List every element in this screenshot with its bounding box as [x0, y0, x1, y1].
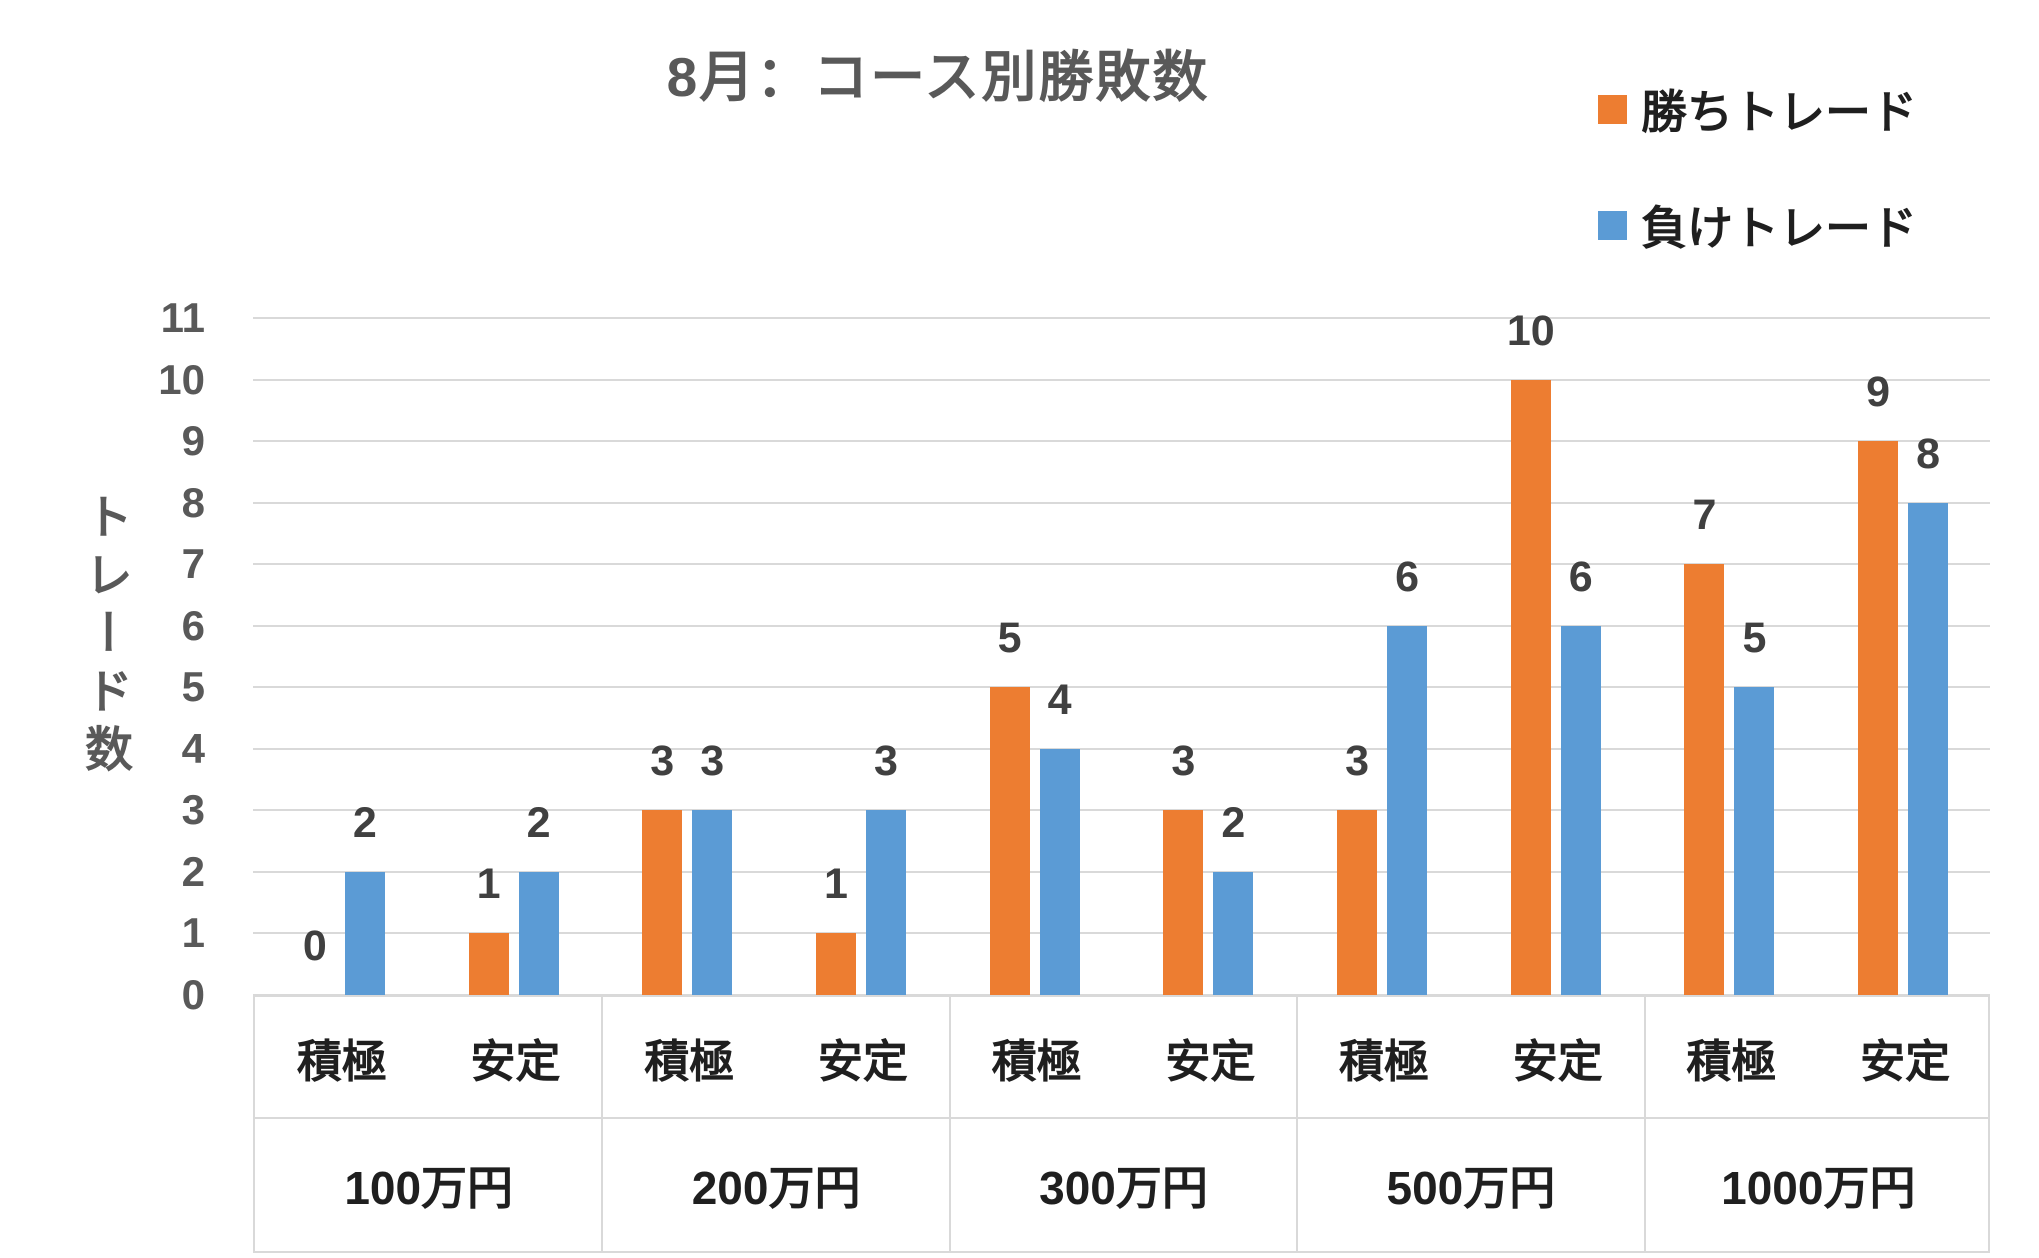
subcategory-label: 積極	[1339, 1035, 1430, 1087]
category-divider	[1296, 997, 1299, 1251]
y-tick-label: 10	[158, 355, 205, 403]
legend-label-lose: 負けトレード	[1641, 202, 1917, 254]
category-divider	[948, 997, 951, 1251]
data-label: 8	[1916, 429, 1941, 478]
x-axis-group-row: 100万円 200万円 300万円 500万円 1000万円	[255, 1119, 1988, 1251]
data-label: 3	[873, 737, 898, 786]
win-bar-1000万円-安定[interactable]	[1858, 441, 1899, 995]
data-label: 6	[1568, 552, 1593, 601]
category-divider	[1643, 997, 1646, 1251]
subcategory-label: 積極	[991, 1035, 1082, 1087]
gridline	[253, 870, 1990, 873]
data-label: 3	[1171, 737, 1196, 786]
data-label: 3	[700, 737, 725, 786]
lose-bar-500万円-積極[interactable]	[1387, 625, 1428, 995]
plot-area: 0 2 1 2 3 3 1 3 5 4 3 2 3 6 10 6 7 5 9 8	[253, 308, 1990, 996]
gridline	[253, 686, 1990, 689]
gridline	[253, 501, 1990, 504]
y-tick-label: 4	[181, 724, 205, 772]
chart-title[interactable]: 8月：コース別勝敗数	[666, 46, 1210, 108]
lose-bar-200万円-安定[interactable]	[865, 810, 906, 995]
lose-bar-200万円-積極[interactable]	[692, 810, 733, 995]
win-bar-500万円-安定[interactable]	[1510, 379, 1551, 995]
win-bar-200万円-積極[interactable]	[642, 810, 683, 995]
subcategory-label: 安定	[1860, 1035, 1951, 1087]
legend-item-lose[interactable]: 負けトレード	[1598, 192, 1917, 258]
data-label: 2	[526, 798, 551, 847]
subcategory-label: 安定	[470, 1035, 561, 1087]
subcategory-label: 安定	[1165, 1035, 1256, 1087]
category-divider	[601, 997, 604, 1251]
lose-bar-1000万円-安定[interactable]	[1908, 502, 1949, 995]
group-label: 500万円	[1386, 1162, 1556, 1214]
legend: 勝ちトレード 負けトレード	[1598, 76, 1917, 258]
subcategory-label: 積極	[644, 1035, 735, 1087]
gridline	[253, 747, 1990, 750]
y-tick-label: 1	[181, 909, 205, 957]
x-axis: 積極 安定 積極 安定 積極 安定 積極 安定 積極 安定 100万円 200万円 300万円 500万…	[253, 995, 1990, 1253]
lose-bar-1000万円-積極[interactable]	[1734, 687, 1775, 995]
win-bar-1000万円-積極[interactable]	[1684, 564, 1725, 995]
gridline	[253, 440, 1990, 443]
data-label: 7	[1692, 491, 1717, 540]
subcategory-label: 積極	[296, 1035, 387, 1087]
lose-bar-100万円-安定[interactable]	[518, 871, 559, 995]
data-label: 3	[1345, 737, 1369, 786]
y-tick-label: 11	[160, 294, 205, 341]
legend-label-win: 勝ちトレード	[1641, 86, 1917, 138]
y-tick-label: 7	[181, 540, 205, 588]
data-label: 6	[1395, 552, 1419, 601]
win-bar-500万円-積極[interactable]	[1337, 810, 1378, 995]
win-series-swatch-icon	[1598, 94, 1627, 124]
win-bar-300万円-安定[interactable]	[1163, 810, 1204, 995]
group-label: 200万円	[691, 1162, 861, 1214]
y-tick-label: 9	[181, 417, 205, 465]
y-axis-title: トレード数	[77, 492, 130, 782]
y-tick-label: 3	[181, 786, 205, 834]
gridline	[253, 932, 1990, 935]
gridline	[253, 378, 1990, 381]
x-axis-subcategory-row: 積極 安定 積極 安定 積極 安定 積極 安定 積極 安定	[255, 997, 1988, 1119]
y-tick-label: 6	[181, 601, 205, 649]
data-label: 2	[352, 798, 377, 847]
gridline	[253, 563, 1990, 566]
group-label: 100万円	[344, 1162, 514, 1214]
legend-item-win[interactable]: 勝ちトレード	[1598, 76, 1917, 142]
lose-bar-300万円-安定[interactable]	[1213, 871, 1254, 995]
y-tick-label: 8	[181, 478, 205, 526]
win-bar-300万円-積極[interactable]	[989, 687, 1030, 995]
subcategory-label: 積極	[1686, 1035, 1777, 1087]
data-label: 0	[302, 922, 327, 970]
gridline	[253, 317, 1990, 319]
data-label: 9	[1866, 368, 1891, 417]
data-label: 1	[823, 860, 848, 909]
data-label: 2	[1221, 798, 1246, 847]
data-label: 3	[650, 737, 675, 786]
lose-bar-100万円-積極[interactable]	[344, 871, 385, 995]
lose-series-swatch-icon	[1598, 210, 1627, 240]
gridline	[253, 624, 1990, 627]
y-tick-label: 2	[181, 847, 205, 895]
lose-bar-500万円-安定[interactable]	[1560, 625, 1601, 995]
win-bar-100万円-安定[interactable]	[468, 933, 509, 995]
data-label: 5	[1742, 614, 1767, 663]
gridline	[253, 809, 1990, 812]
subcategory-label: 安定	[1512, 1035, 1603, 1087]
data-label: 5	[997, 614, 1022, 663]
group-label: 1000万円	[1721, 1162, 1916, 1214]
group-label: 300万円	[1039, 1162, 1208, 1214]
y-tick-label: 5	[181, 663, 205, 711]
data-label: 4	[1047, 675, 1072, 724]
data-label: 1	[476, 860, 501, 909]
data-label: 10	[1506, 306, 1555, 355]
subcategory-label: 安定	[817, 1035, 908, 1087]
win-bar-200万円-安定[interactable]	[815, 933, 856, 995]
y-tick-label: 0	[181, 971, 205, 1018]
lose-bar-300万円-積極[interactable]	[1039, 748, 1080, 995]
